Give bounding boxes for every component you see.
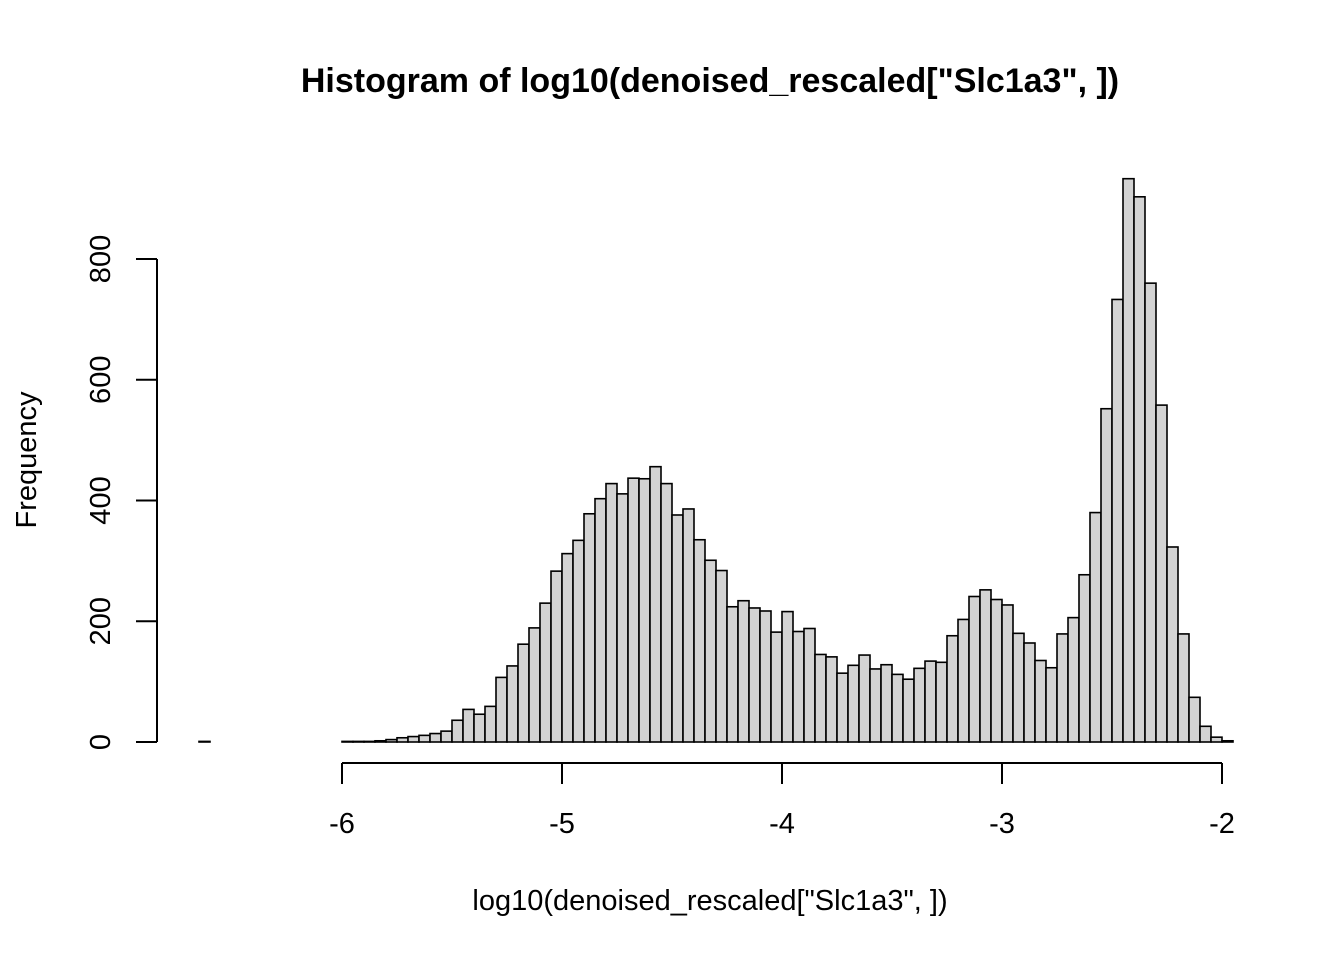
histogram-bar bbox=[737, 599, 750, 743]
histogram-bar bbox=[1089, 511, 1102, 743]
histogram-bar bbox=[1188, 696, 1201, 743]
histogram-bar bbox=[1155, 404, 1168, 743]
histogram-bar bbox=[759, 610, 772, 743]
histogram-bar bbox=[616, 493, 629, 743]
histogram-bar bbox=[836, 672, 849, 743]
histogram-bar bbox=[682, 508, 695, 743]
histogram-bar bbox=[671, 514, 684, 743]
x-tick-label: -6 bbox=[329, 808, 355, 840]
histogram-bar bbox=[638, 477, 651, 743]
histogram-bars bbox=[198, 177, 1234, 743]
histogram-bar bbox=[1166, 546, 1179, 743]
x-tick-label: -5 bbox=[549, 808, 575, 840]
histogram-bar bbox=[583, 512, 596, 743]
x-axis-label: log10(denoised_rescaled["Slc1a3", ]) bbox=[472, 885, 947, 917]
histogram-bar bbox=[913, 667, 926, 743]
histogram-bar bbox=[407, 735, 420, 743]
histogram-bar bbox=[627, 477, 640, 743]
x-tick-label: -3 bbox=[989, 808, 1015, 840]
histogram-bar bbox=[561, 552, 574, 743]
histogram-bar bbox=[594, 497, 607, 743]
histogram-bar bbox=[1023, 642, 1036, 743]
histogram-bar bbox=[847, 664, 860, 743]
histogram-bar bbox=[814, 653, 827, 743]
histogram-bar bbox=[385, 738, 398, 743]
histogram-bar bbox=[1001, 604, 1014, 743]
histogram-bar bbox=[1012, 632, 1025, 743]
histogram-bar bbox=[1100, 407, 1113, 743]
y-tick-label: 800 bbox=[85, 235, 117, 283]
histogram-bar bbox=[363, 740, 376, 743]
y-tick-label: 0 bbox=[85, 734, 117, 750]
histogram-bar bbox=[451, 719, 464, 743]
y-axis-label: Frequency bbox=[11, 391, 43, 529]
histogram-bar bbox=[715, 569, 728, 743]
histogram-bar bbox=[946, 634, 959, 743]
histogram-bar bbox=[770, 631, 783, 743]
histogram-bar bbox=[396, 736, 409, 743]
histogram-bar bbox=[1034, 659, 1047, 743]
histogram-bar bbox=[704, 559, 717, 743]
histogram-bar bbox=[1133, 196, 1146, 743]
histogram-bar bbox=[495, 676, 508, 743]
histogram-bar bbox=[462, 708, 475, 743]
histogram-bar bbox=[341, 740, 354, 743]
histogram-bar bbox=[649, 465, 662, 743]
x-tick-label: -2 bbox=[1209, 808, 1235, 840]
histogram-bar bbox=[1111, 298, 1124, 743]
histogram-bar bbox=[1221, 739, 1234, 743]
histogram-bar bbox=[858, 654, 871, 743]
histogram-bar bbox=[979, 589, 992, 743]
histogram-bar bbox=[429, 732, 442, 743]
histogram-bar bbox=[550, 570, 563, 743]
histogram-bar bbox=[528, 627, 541, 743]
histogram-bar bbox=[1056, 633, 1069, 743]
x-axis: -6 -5 -4 -3 -2 bbox=[329, 762, 1235, 840]
histogram-bar bbox=[484, 705, 497, 743]
histogram-bar bbox=[1078, 573, 1091, 743]
histogram-bar bbox=[539, 602, 552, 743]
histogram-bar bbox=[605, 482, 618, 743]
histogram-bar bbox=[1199, 725, 1212, 743]
histogram-bar bbox=[517, 643, 530, 743]
histogram-bar bbox=[473, 713, 486, 743]
histogram-bar bbox=[891, 673, 904, 743]
histogram-bar bbox=[1067, 616, 1080, 743]
histogram-bar bbox=[1210, 736, 1223, 743]
histogram-bar bbox=[660, 482, 673, 743]
histogram-bar bbox=[935, 661, 948, 743]
histogram-bar bbox=[748, 607, 761, 743]
histogram-bar bbox=[902, 678, 915, 743]
histogram-bar bbox=[869, 668, 882, 743]
histogram-bar bbox=[198, 740, 211, 743]
histogram-bar bbox=[374, 739, 387, 743]
y-tick-label: 600 bbox=[85, 356, 117, 404]
histogram-bar bbox=[924, 660, 937, 743]
histogram-bar bbox=[968, 595, 981, 743]
histogram-bar bbox=[726, 605, 739, 743]
x-tick-label: -4 bbox=[769, 808, 795, 840]
histogram-bar bbox=[1122, 177, 1135, 743]
histogram-bar bbox=[880, 663, 893, 743]
chart-title: Histogram of log10(denoised_rescaled["Sl… bbox=[301, 62, 1119, 100]
y-tick-label: 200 bbox=[85, 597, 117, 645]
histogram-bar bbox=[418, 734, 431, 743]
y-tick-label: 400 bbox=[85, 476, 117, 524]
histogram-bar bbox=[693, 538, 706, 743]
histogram-bar bbox=[781, 610, 794, 743]
histogram-bar bbox=[990, 598, 1003, 743]
histogram-bar bbox=[1177, 633, 1190, 743]
histogram-bar bbox=[506, 665, 519, 743]
histogram-bar bbox=[1144, 282, 1157, 743]
histogram-bar bbox=[352, 740, 365, 743]
histogram-bar bbox=[803, 627, 816, 743]
histogram-bar bbox=[1045, 666, 1058, 743]
histogram-bar bbox=[825, 656, 838, 743]
histogram-bar bbox=[957, 618, 970, 743]
histogram-bar bbox=[792, 630, 805, 743]
histogram-bar bbox=[440, 730, 453, 743]
y-axis: 0 200 400 600 800 bbox=[85, 235, 158, 750]
histogram-bar bbox=[572, 539, 585, 743]
